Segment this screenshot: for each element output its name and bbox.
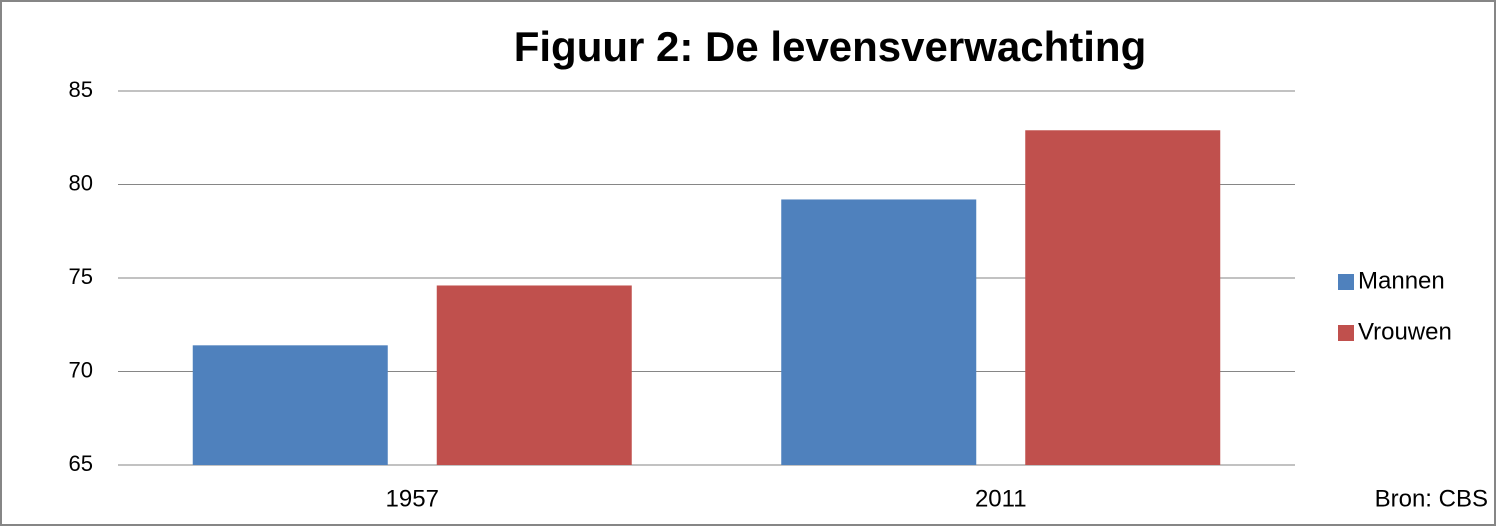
y-tick-label: 75 [69,264,93,289]
legend-swatch [1338,325,1354,341]
legend-label: Mannen [1358,267,1445,294]
bar [781,199,977,465]
annotation: Bron: CBS [1375,485,1488,512]
bar [436,285,632,465]
legend-label: Vrouwen [1358,318,1452,345]
y-tick-label: 85 [69,77,93,102]
x-tick-label: 2011 [975,485,1027,512]
y-tick-label: 65 [69,451,93,476]
bar [192,345,388,465]
y-tick-label: 80 [69,170,93,195]
chart-title: Figuur 2: De levensverwachting [514,23,1147,70]
bar [1025,130,1221,465]
x-tick-label: 1957 [386,485,439,512]
y-tick-label: 70 [69,357,93,382]
legend-swatch [1338,274,1354,290]
